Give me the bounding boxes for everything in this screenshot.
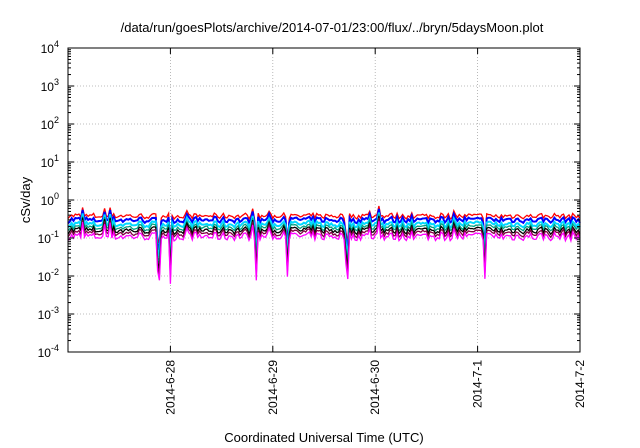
grid-layer (68, 48, 580, 352)
chart-title: /data/run/goesPlots/archive/2014-07-01/2… (121, 20, 544, 35)
series-line (67, 205, 581, 246)
x-tick-label: 2014-6-29 (266, 360, 280, 415)
x-tick-label: 2014-7-2 (573, 360, 587, 408)
series-line (67, 215, 581, 272)
y-tick-label: 103 (41, 77, 59, 94)
x-tick-label: 2014-7-1 (471, 360, 485, 408)
x-tick-label: 2014-6-28 (163, 360, 177, 415)
x-tick-label: 2014-6-30 (368, 360, 382, 415)
series-layer (67, 205, 581, 284)
series-line (67, 221, 581, 284)
y-tick-label: 10-3 (38, 305, 59, 322)
series-line (67, 214, 581, 266)
y-tick-label: 10-1 (38, 229, 59, 246)
y-tick-layer: 104 103 102 101 100 10-1 10-2 10-3 10-4 (38, 39, 580, 360)
y-tick-label: 104 (41, 39, 59, 56)
y-tick-label: 101 (41, 153, 59, 170)
series-line (67, 212, 581, 260)
y-tick-label: 10-4 (38, 343, 59, 360)
y-axis-title: cSv/day (18, 176, 33, 223)
y-tick-label: 102 (41, 115, 59, 132)
series-line (67, 208, 581, 252)
y-tick-label: 100 (41, 191, 59, 208)
series-line (67, 217, 581, 278)
y-tick-label: 10-2 (38, 267, 59, 284)
x-tick-layer: 2014-6-28 2014-6-29 2014-6-30 2014-7-1 2014-… (163, 48, 587, 415)
x-axis-title: Coordinated Universal Time (UTC) (224, 430, 423, 445)
